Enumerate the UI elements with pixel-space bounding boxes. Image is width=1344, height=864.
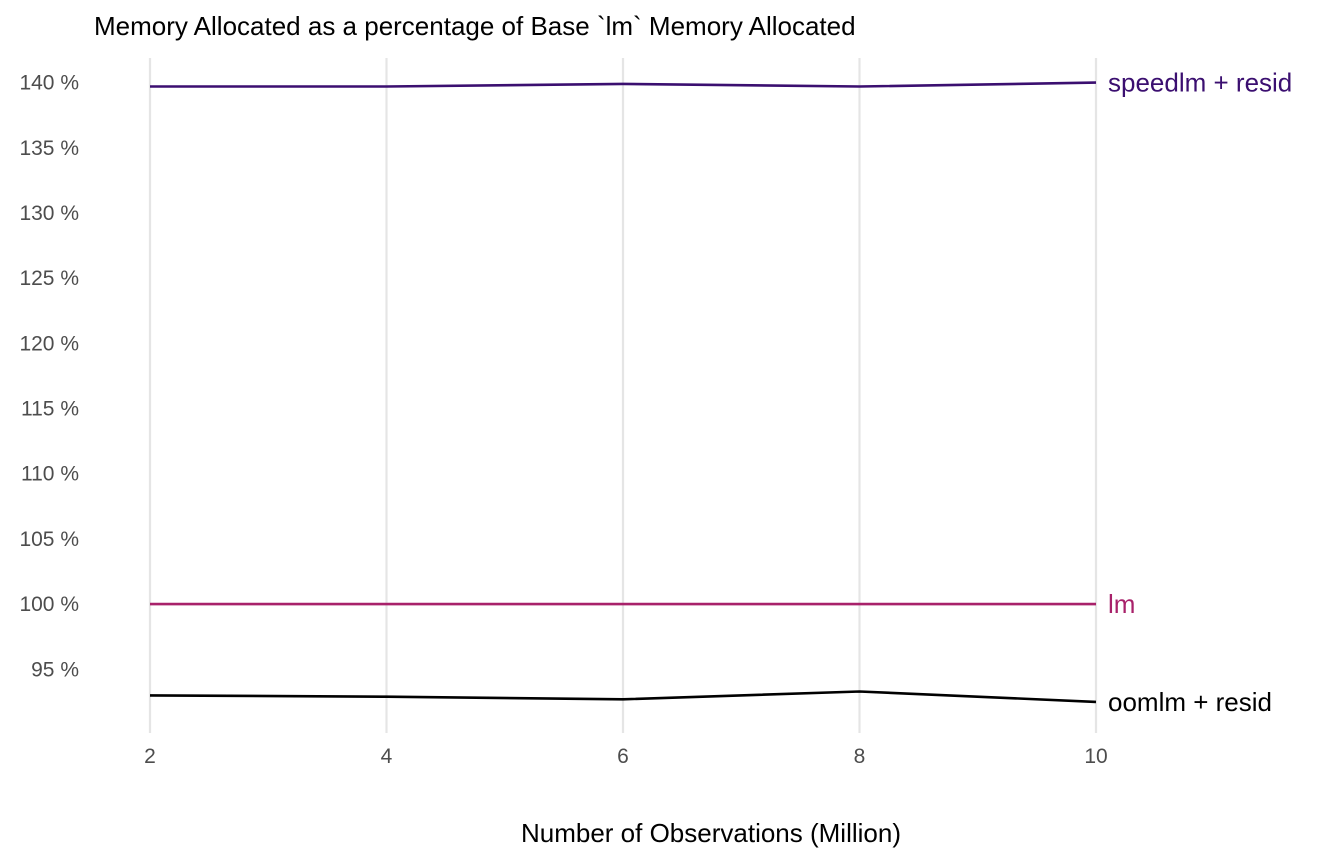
y-tick-label-105: 105 % [19,528,79,551]
x-tick-label-6: 6 [617,745,629,768]
series-line-speedlm-resid [150,81,1097,88]
y-tick-label-100: 100 % [19,593,79,616]
series-labels: speedlm + resid lm oomlm + resid [1108,68,1292,717]
y-tick-label-120: 120 % [19,332,79,355]
y-tick-label-115: 115 % [21,398,79,421]
y-tick-label-130: 130 % [19,202,79,225]
y-tick-label-125: 125 % [19,267,79,290]
x-tick-label-10: 10 [1084,745,1107,768]
x-axis-title: Number of Observations (Million) [521,818,901,848]
series-label-speedlm-resid: speedlm + resid [1108,68,1292,98]
x-tick-label-8: 8 [854,745,866,768]
y-tick-label-140: 140 % [19,72,79,95]
gridlines [148,58,1098,733]
series-lines [149,81,1097,704]
chart-title: Memory Allocated as a percentage of Base… [94,11,856,41]
y-axis-ticks: 95 % 100 % 105 % 110 % 115 % 120 % 125 % 130 % 1… [19,72,79,682]
x-tick-label-2: 2 [144,745,156,768]
series-label-lm: lm [1108,589,1135,619]
x-tick-label-4: 4 [381,745,393,768]
y-tick-label-135: 135 % [19,137,79,160]
series-label-oomlm-resid: oomlm + resid [1108,687,1272,717]
x-axis-ticks: 2 4 6 8 10 [144,745,1108,768]
y-tick-label-110: 110 % [21,463,79,486]
y-tick-label-95: 95 % [31,658,79,681]
series-line-oomlm-resid [149,690,1097,704]
